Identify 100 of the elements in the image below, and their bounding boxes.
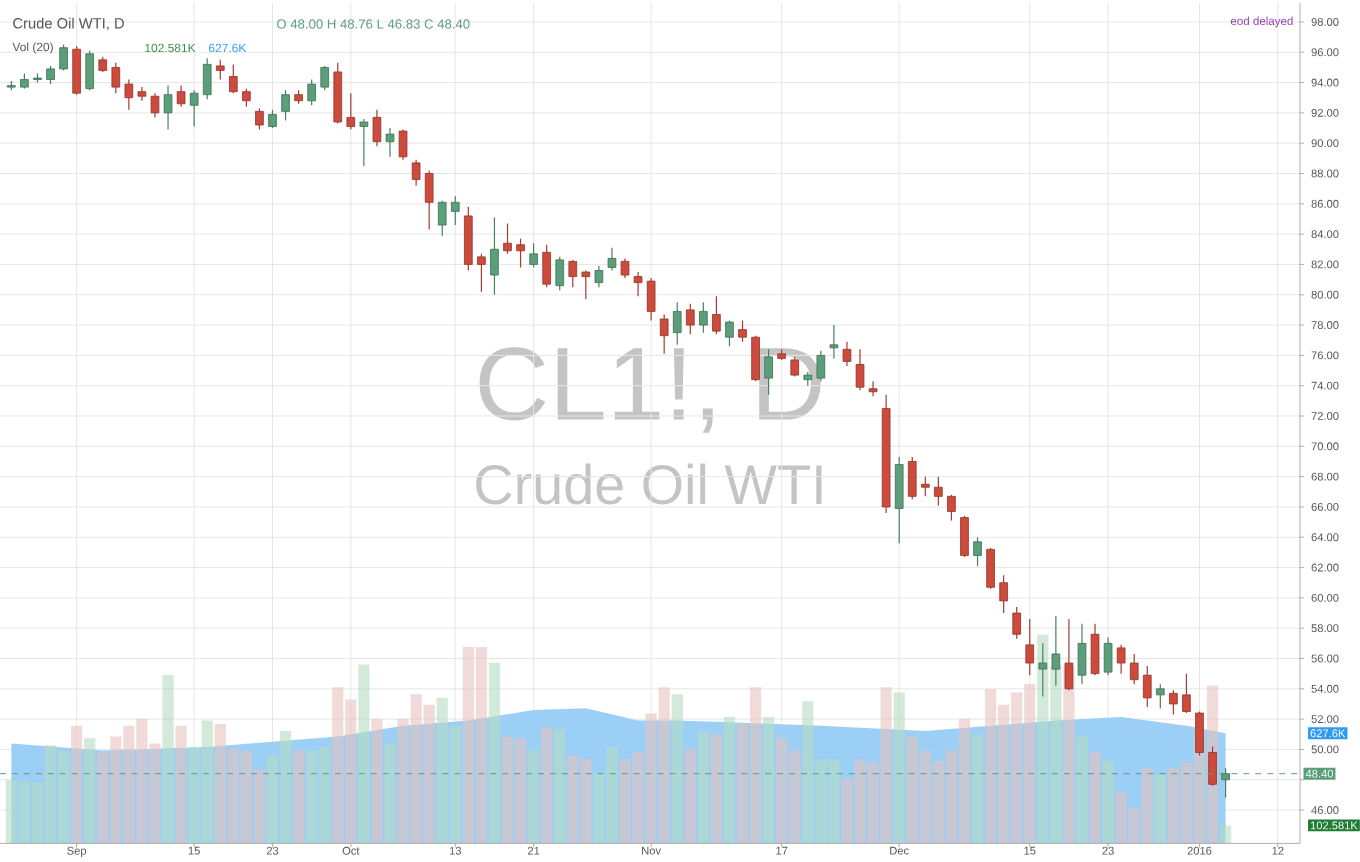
candlestick: [855, 348, 865, 391]
bar: [1076, 736, 1088, 844]
bar: [1167, 767, 1179, 844]
bar: [227, 748, 239, 844]
candlestick: [633, 271, 643, 297]
candlestick: [699, 301, 708, 334]
bar: [384, 743, 396, 844]
bar: [789, 750, 801, 844]
candlestick: [1142, 665, 1152, 708]
bar: [776, 738, 788, 844]
candlestick: [85, 50, 95, 91]
candlestick: [581, 269, 591, 300]
bar: [932, 760, 944, 844]
candlestick: [1025, 618, 1035, 676]
candlestick: [986, 547, 995, 590]
bar: [671, 694, 683, 844]
bar: [1102, 760, 1114, 844]
bar: [841, 778, 853, 844]
bar: [998, 704, 1010, 844]
bar: [423, 704, 435, 844]
bar: [945, 750, 958, 844]
bar: [475, 646, 487, 844]
candlestick: [503, 222, 512, 255]
bar: [371, 718, 383, 844]
bar: [1037, 634, 1049, 844]
candlestick: [307, 78, 316, 106]
bar: [31, 781, 44, 844]
bar: [240, 750, 252, 844]
bar: [110, 736, 122, 844]
candlestick: [1077, 623, 1087, 685]
bar: [97, 752, 109, 844]
bar: [984, 689, 997, 844]
bar: [1089, 752, 1101, 844]
bar: [906, 736, 918, 844]
bar: [462, 646, 474, 844]
bar: [645, 713, 657, 844]
bar: [893, 692, 905, 844]
bar: [266, 755, 279, 844]
bar: [449, 725, 461, 844]
bar: [632, 752, 644, 844]
candlestick: [1012, 606, 1022, 640]
bar: [188, 746, 200, 844]
candlestick: [477, 253, 486, 293]
candlestick: [385, 127, 395, 158]
bar: [802, 701, 814, 844]
bar: [528, 750, 540, 844]
bar: [606, 746, 618, 844]
bar: [397, 718, 409, 844]
bar: [763, 717, 775, 844]
candlestick: [59, 44, 68, 72]
candlestick: [372, 109, 382, 147]
bar: [149, 743, 161, 844]
candlestick: [1208, 745, 1217, 787]
candlestick: [685, 303, 695, 335]
bar: [5, 780, 17, 844]
candlestick: [490, 216, 499, 296]
candlestick: [1103, 636, 1113, 676]
bar: [201, 720, 213, 844]
candlestick: [242, 88, 251, 108]
candlestick: [359, 118, 369, 167]
bar: [514, 738, 527, 844]
bar: [136, 718, 148, 844]
candlestick: [934, 476, 943, 507]
candlestick: [620, 257, 630, 279]
bar: [1180, 762, 1193, 844]
candlestick: [176, 84, 186, 108]
candlestick: [712, 295, 721, 335]
candlestick: [1129, 653, 1139, 685]
candlestick: [398, 128, 408, 161]
candlestick: [215, 59, 225, 81]
bar: [410, 694, 422, 844]
candlestick: [281, 89, 290, 122]
bar: [175, 725, 187, 844]
candlestick: [790, 356, 800, 378]
bar: [1219, 825, 1232, 844]
annotation: Crude Oil WTI: [476, 463, 822, 505]
candlestick: [424, 169, 434, 231]
bar: [44, 745, 57, 844]
bar: [319, 746, 331, 844]
candlestick: [437, 200, 447, 237]
candlestick: [960, 515, 969, 558]
bar: [658, 687, 670, 844]
bar: [292, 750, 305, 844]
bar: [332, 687, 344, 844]
candlestick: [516, 238, 525, 269]
candlestick: [1156, 683, 1165, 710]
bar: [828, 759, 840, 844]
bar: [749, 687, 762, 844]
bar: [358, 664, 370, 844]
bar: [684, 748, 696, 844]
bar: [1128, 808, 1140, 844]
candlestick: [607, 247, 617, 272]
bar: [593, 773, 605, 844]
candlestick: [751, 335, 760, 382]
candlestick: [320, 65, 330, 91]
candlestick: [829, 324, 839, 360]
bar: [567, 755, 579, 844]
bar: [345, 699, 357, 844]
bar: [710, 734, 723, 844]
bar: [71, 725, 83, 844]
